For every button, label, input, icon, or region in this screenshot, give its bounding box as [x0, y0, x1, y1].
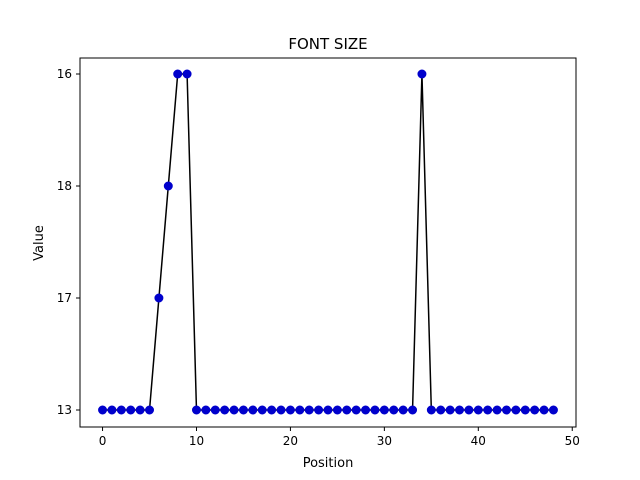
data-point — [163, 181, 173, 191]
data-point — [210, 405, 220, 415]
data-point — [145, 405, 155, 415]
y-tick-label: 18 — [57, 179, 72, 193]
data-point — [116, 405, 126, 415]
data-point — [398, 405, 408, 415]
data-point — [455, 405, 465, 415]
data-point — [483, 405, 493, 415]
x-tick-label: 10 — [189, 434, 204, 448]
data-point — [520, 405, 530, 415]
data-point — [182, 69, 192, 79]
data-point — [126, 405, 136, 415]
data-point — [191, 405, 201, 415]
data-point — [314, 405, 324, 415]
data-point — [323, 405, 333, 415]
data-point — [220, 405, 230, 415]
data-point — [135, 405, 145, 415]
data-point — [417, 69, 427, 79]
data-point — [173, 69, 183, 79]
chart-title: FONT SIZE — [288, 35, 367, 53]
data-point — [304, 405, 314, 415]
data-point — [342, 405, 352, 415]
data-point — [201, 405, 211, 415]
data-point — [473, 405, 483, 415]
data-point — [548, 405, 558, 415]
data-point — [332, 405, 342, 415]
y-tick-label: 16 — [57, 67, 72, 81]
x-tick-label: 50 — [565, 434, 580, 448]
plot-frame — [79, 57, 577, 428]
data-point — [238, 405, 248, 415]
data-point — [464, 405, 474, 415]
x-tick-label: 30 — [377, 434, 392, 448]
data-point — [436, 405, 446, 415]
data-point — [154, 293, 164, 303]
data-point — [267, 405, 277, 415]
data-point — [492, 405, 502, 415]
y-tick-label: 13 — [57, 403, 72, 417]
x-tick-label: 40 — [471, 434, 486, 448]
data-point — [295, 405, 305, 415]
data-point — [248, 405, 258, 415]
y-tick-label: 17 — [57, 291, 72, 305]
series-line — [102, 73, 554, 411]
data-point — [257, 405, 267, 415]
data-point — [285, 405, 295, 415]
x-axis-label: Position — [303, 456, 354, 471]
data-point — [370, 405, 380, 415]
data-point — [351, 405, 361, 415]
data-point — [107, 405, 117, 415]
x-tick-label: 20 — [283, 434, 298, 448]
data-point — [408, 405, 418, 415]
x-tick-label: 0 — [99, 434, 107, 448]
data-point — [276, 405, 286, 415]
y-axis-label: Value — [32, 225, 47, 261]
data-point — [389, 405, 399, 415]
data-point — [501, 405, 511, 415]
data-point — [98, 405, 108, 415]
data-point — [445, 405, 455, 415]
data-point — [511, 405, 521, 415]
data-point — [379, 405, 389, 415]
data-point — [229, 405, 239, 415]
data-point — [426, 405, 436, 415]
data-point — [530, 405, 540, 415]
data-point — [539, 405, 549, 415]
data-point — [361, 405, 371, 415]
